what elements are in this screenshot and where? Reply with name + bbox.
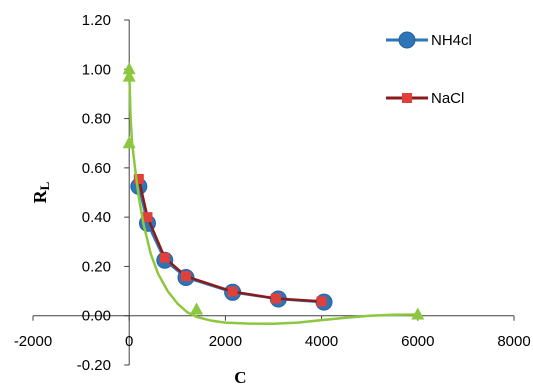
series-2-point: [122, 69, 136, 82]
x-tick-label: 8000: [497, 333, 530, 350]
y-tick-label: -0.20: [77, 357, 111, 374]
tick-labels: -2000 0 2000 4000 6000 8000 -0.20 0.00 0.20 0.40 0…: [14, 12, 531, 374]
series-1-point: [159, 252, 170, 263]
series-1-line: [137, 178, 322, 303]
x-tick-label: -2000: [14, 333, 52, 350]
y-tick-label: 0.20: [82, 258, 111, 275]
y-axis-title-main: R: [30, 189, 50, 203]
legend: NH4cl NaCl: [386, 31, 472, 107]
series-1-point: [316, 296, 327, 307]
y-axis-title: RL: [30, 181, 52, 203]
y-tick-label: 0.80: [82, 111, 111, 128]
series-2: [122, 62, 425, 326]
legend-marker-0: [398, 31, 416, 49]
series-1-point: [227, 286, 238, 297]
series-1: [133, 173, 327, 307]
y-tick-label: 0.40: [82, 209, 111, 226]
y-tick-label: 1.00: [82, 61, 111, 78]
x-tick-label: 6000: [401, 333, 434, 350]
series-2-point: [190, 302, 204, 315]
series-2-point: [122, 62, 136, 75]
legend-label-1: NaCl: [431, 90, 464, 107]
y-tick-label: 1.20: [82, 12, 111, 29]
x-tick-label: 0: [125, 333, 133, 350]
series-1-point: [133, 173, 144, 184]
y-axis-title-sub: L: [37, 181, 52, 190]
series-2-point: [411, 307, 425, 320]
series-2-point: [122, 136, 136, 149]
series-1-point: [180, 271, 191, 282]
legend-marker-1: [402, 93, 412, 103]
x-tick-label: 4000: [305, 333, 338, 350]
series-1-point: [270, 293, 281, 304]
x-tick-label: 2000: [209, 333, 242, 350]
series-1-point: [142, 212, 153, 223]
y-tick-label: 0.00: [82, 308, 111, 325]
series-2-line: [127, 69, 418, 326]
legend-label-0: NH4cl: [431, 32, 472, 49]
y-tick-label: 0.60: [82, 160, 111, 177]
series-layer: [122, 62, 425, 326]
x-axis-title: C: [234, 368, 246, 386]
